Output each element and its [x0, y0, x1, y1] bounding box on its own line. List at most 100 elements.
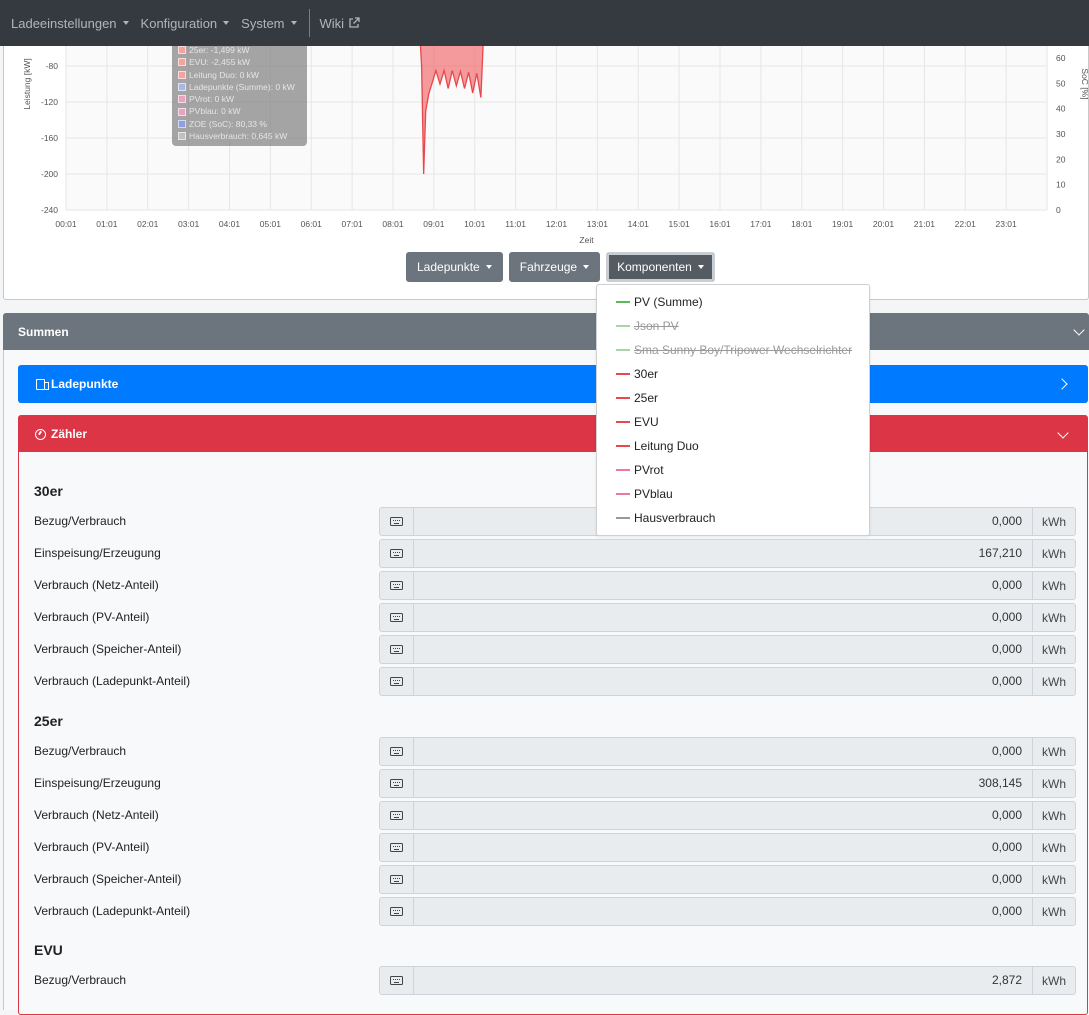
meter-row-label: Bezug/Verbrauch: [34, 514, 127, 528]
x-tick-label: 16:01: [709, 219, 731, 229]
nav-label: Wiki: [319, 15, 345, 31]
dropdown-item[interactable]: PV (Summe): [597, 290, 869, 314]
x-tick-label: 11:01: [505, 219, 526, 229]
nav-wiki-link[interactable]: Wiki: [320, 16, 361, 31]
y2-tick-label: 10: [1056, 180, 1066, 190]
dropdown-item[interactable]: Json PV: [597, 314, 869, 338]
keyboard-button[interactable]: [379, 737, 414, 766]
keyboard-button[interactable]: [379, 603, 414, 632]
meter-row-label: Verbrauch (Ladepunkt-Anteil): [34, 674, 191, 688]
x-tick-label: 17:01: [750, 219, 772, 229]
keyboard-button[interactable]: [379, 667, 414, 696]
dropdown-item-label: Json PV: [634, 319, 679, 333]
fahrzeuge-filter-button[interactable]: Fahrzeuge: [508, 252, 601, 282]
dropdown-item-label: Leitung Duo: [634, 439, 699, 453]
dropdown-item[interactable]: Leitung Duo: [597, 434, 869, 458]
keyboard-button[interactable]: [379, 801, 414, 830]
keyboard-button[interactable]: [379, 769, 414, 798]
nav-label: Ladeeinstellungen: [11, 15, 117, 31]
gauge-icon: [35, 428, 46, 440]
x-tick-label: 15:01: [668, 219, 690, 229]
keyboard-button[interactable]: [379, 897, 414, 926]
meter-value-field[interactable]: 0,000: [414, 833, 1033, 862]
y-tick-label: -160: [41, 133, 58, 143]
dropdown-item[interactable]: 30er: [597, 362, 869, 386]
x-tick-label: 07:01: [341, 219, 363, 229]
meter-row-label: Verbrauch (Ladepunkt-Anteil): [34, 904, 191, 918]
legend-swatch: [178, 70, 186, 79]
dropdown-item[interactable]: PVblau: [597, 482, 869, 506]
legend-swatch: [178, 132, 186, 141]
meter-value-field[interactable]: 0,000: [414, 801, 1033, 830]
x-tick-label: 19:01: [832, 219, 854, 229]
zaehler-title: Zähler: [51, 427, 88, 441]
meter-row-label: Einspeisung/Erzeugung: [34, 546, 161, 560]
ladepunkte-filter-button[interactable]: Ladepunkte: [406, 252, 503, 282]
dropdown-item[interactable]: 25er: [597, 386, 869, 410]
nav-system[interactable]: System: [241, 16, 297, 31]
y2-tick-label: 0: [1056, 205, 1061, 215]
keyboard-button[interactable]: [379, 571, 414, 600]
meter-value-input-group: 0,000 kWh: [379, 865, 1076, 894]
meter-value-field[interactable]: 2,872: [414, 966, 1033, 995]
series-color-line-icon: [616, 349, 630, 351]
meter-value-field[interactable]: 0,000: [414, 635, 1033, 664]
nav-konfiguration[interactable]: Konfiguration: [141, 16, 230, 31]
komponenten-filter-button[interactable]: Komponenten: [606, 252, 715, 282]
x-tick-label: 03:01: [178, 219, 200, 229]
meter-value-field[interactable]: 0,000: [414, 603, 1033, 632]
legend-swatch: [178, 95, 186, 104]
tooltip-text: 25er: -1,499 kW: [189, 45, 250, 55]
x-tick-label: 20:01: [873, 219, 895, 229]
tooltip-text: EVU: -2,455 kW: [189, 57, 250, 68]
y2-tick-label: 50: [1056, 78, 1066, 88]
meter-value-field[interactable]: 308,145: [414, 769, 1033, 798]
meter-value-field[interactable]: 167,210: [414, 539, 1033, 568]
tooltip-text: Ladepunkte (Summe): 0 kW: [189, 81, 295, 92]
ladepunkte-card-header[interactable]: Ladepunkte: [18, 365, 1088, 403]
caret-down-icon: [583, 265, 590, 269]
meter-value-input-group: 0,000 kWh: [379, 833, 1076, 862]
meter-row-label: Verbrauch (Speicher-Anteil): [34, 872, 182, 886]
zaehler-card-header[interactable]: Zähler: [19, 416, 1087, 452]
summen-header[interactable]: Summen: [3, 313, 1089, 350]
tooltip-text: ZOE (SoC): 80,33 %: [189, 118, 267, 129]
dropdown-item-label: PVblau: [634, 487, 673, 501]
keyboard-button[interactable]: [379, 635, 414, 664]
meter-value-field[interactable]: 0,000: [414, 897, 1033, 926]
keyboard-icon: [390, 976, 403, 985]
meter-value-input-group: 0,000 kWh: [379, 737, 1076, 766]
meter-row-label: Verbrauch (PV-Anteil): [34, 610, 150, 624]
tooltip-row: PVblau: 0 kW: [178, 105, 301, 117]
dropdown-item[interactable]: Sma Sunny Boy/Tripower Wechselrichter: [597, 338, 869, 362]
x-tick-label: 02:01: [137, 219, 159, 229]
keyboard-button[interactable]: [379, 507, 414, 536]
keyboard-button[interactable]: [379, 865, 414, 894]
keyboard-icon: [390, 843, 403, 852]
dropdown-item-label: 25er: [634, 391, 659, 405]
x-tick-label: 05:01: [260, 219, 282, 229]
meter-group-title: 30er: [34, 483, 63, 499]
keyboard-icon: [390, 747, 403, 756]
unit-label: kWh: [1033, 507, 1076, 536]
meter-value-field[interactable]: 0,000: [414, 667, 1033, 696]
dropdown-item[interactable]: PVrot: [597, 458, 869, 482]
series-color-line-icon: [616, 301, 630, 303]
keyboard-button[interactable]: [379, 833, 414, 862]
dropdown-item[interactable]: Hausverbrauch: [597, 506, 869, 530]
y2-tick-label: 30: [1056, 129, 1066, 139]
x-tick-label: 21:01: [914, 219, 936, 229]
legend-swatch: [178, 83, 186, 92]
nav-ladeeinstellungen[interactable]: Ladeeinstellungen: [11, 16, 129, 31]
dropdown-item[interactable]: EVU: [597, 410, 869, 434]
tooltip-text: PVblau: 0 kW: [189, 106, 241, 117]
x-tick-label: 09:01: [423, 219, 445, 229]
dropdown-item-label: 30er: [634, 367, 659, 381]
meter-value-field[interactable]: 0,000: [414, 865, 1033, 894]
keyboard-button[interactable]: [379, 539, 414, 568]
meter-value-field[interactable]: 0,000: [414, 737, 1033, 766]
chevron-down-icon: [1073, 324, 1085, 336]
keyboard-button[interactable]: [379, 966, 414, 995]
meter-value-field[interactable]: 0,000: [414, 571, 1033, 600]
x-axis-label: Zeit: [579, 235, 594, 245]
